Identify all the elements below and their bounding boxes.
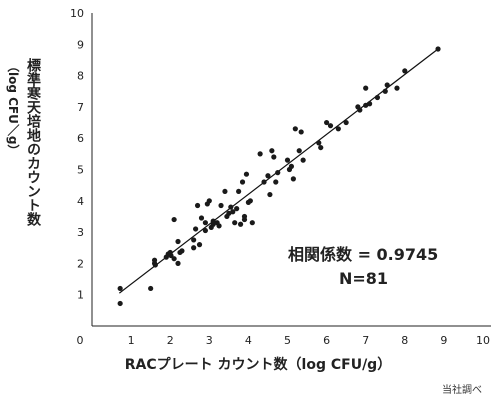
- n-annotation: N=81: [339, 269, 388, 288]
- data-point: [194, 202, 201, 209]
- x-tick-label: 4: [245, 334, 252, 347]
- data-point: [257, 151, 263, 157]
- x-tick-label: 0: [77, 334, 84, 347]
- data-point: [288, 163, 295, 169]
- y-tick-label: 9: [77, 38, 84, 51]
- x-tick-label: 3: [206, 334, 213, 347]
- data-point: [363, 85, 369, 91]
- data-point: [374, 94, 381, 101]
- data-point: [218, 202, 224, 209]
- x-tick-labels: 0 1 2 3 4 5 6 7 8 9 10: [77, 334, 491, 347]
- data-point: [206, 198, 212, 204]
- data-point: [152, 262, 158, 268]
- data-point: [179, 248, 185, 254]
- data-point: [435, 46, 441, 52]
- data-point: [284, 157, 291, 163]
- data-point: [269, 148, 275, 154]
- y-tick-label: 6: [77, 132, 84, 145]
- data-point: [367, 101, 373, 107]
- y-tick-labels: 1 2 3 4 5 6 7 8 9 10: [70, 7, 84, 302]
- data-point: [335, 126, 341, 132]
- data-point: [222, 188, 228, 195]
- x-tick-label: 7: [362, 334, 369, 347]
- data-point: [216, 223, 222, 229]
- x-tick-label: 5: [284, 334, 291, 347]
- data-point: [171, 256, 177, 262]
- data-point: [267, 191, 273, 198]
- data-point: [234, 206, 240, 212]
- data-point: [324, 119, 330, 126]
- data-point: [275, 170, 281, 176]
- data-point: [394, 85, 400, 91]
- x-tick-label: 1: [128, 334, 135, 347]
- data-point: [232, 220, 238, 226]
- data-point: [191, 245, 197, 251]
- x-tick-label: 10: [476, 334, 490, 347]
- y-axis-label-main: 標準寒天培地のカウント数: [25, 57, 41, 227]
- y-tick-label: 3: [77, 226, 84, 239]
- data-point: [296, 148, 302, 154]
- data-point: [236, 188, 242, 195]
- axes: [91, 13, 491, 327]
- data-point: [171, 216, 177, 223]
- data-point: [261, 179, 267, 185]
- data-point: [300, 157, 306, 163]
- data-point: [148, 285, 154, 292]
- data-point: [327, 123, 334, 129]
- data-point: [226, 210, 232, 216]
- y-tick-label: 2: [77, 257, 84, 270]
- data-point: [382, 88, 388, 94]
- data-point: [202, 220, 208, 226]
- data-point: [193, 226, 199, 232]
- y-tick-label: 4: [77, 195, 84, 208]
- data-points: [117, 46, 441, 307]
- x-tick-label: 9: [440, 334, 447, 347]
- data-point: [249, 220, 255, 226]
- y-tick-label: 10: [70, 7, 84, 20]
- data-point: [298, 129, 304, 135]
- x-axis-label: RACプレート カウント数（log CFU/g）: [125, 356, 391, 373]
- data-point: [316, 140, 322, 146]
- data-point: [271, 154, 277, 160]
- x-tick-label: 8: [401, 334, 408, 347]
- data-point: [196, 242, 203, 248]
- data-point: [343, 119, 349, 126]
- data-point: [265, 173, 271, 179]
- data-point: [117, 285, 123, 292]
- data-point: [175, 238, 181, 245]
- y-axis-label-unit: （log CFU／g）: [6, 60, 20, 156]
- data-point: [273, 179, 279, 185]
- x-tick-label: 6: [323, 334, 330, 347]
- y-tick-label: 1: [77, 289, 84, 302]
- x-tick-label: 2: [167, 334, 174, 347]
- data-point: [243, 171, 250, 177]
- data-point: [363, 102, 369, 108]
- y-tick-label: 5: [77, 164, 84, 177]
- data-point: [357, 107, 363, 113]
- data-point: [175, 260, 181, 266]
- data-point: [237, 221, 244, 227]
- correlation-annotation: 相関係数 = 0.9745: [288, 245, 438, 264]
- data-point: [230, 209, 236, 215]
- data-point: [402, 68, 408, 74]
- data-point: [247, 198, 253, 204]
- data-point: [228, 204, 234, 210]
- source-note: 当社調べ: [442, 383, 482, 396]
- data-point: [210, 218, 216, 224]
- y-tick-label: 7: [77, 101, 84, 114]
- data-point: [241, 213, 248, 220]
- data-point: [198, 215, 205, 221]
- data-point: [191, 237, 197, 243]
- data-point: [292, 126, 298, 132]
- data-point: [239, 179, 246, 185]
- data-point: [202, 227, 208, 234]
- y-tick-label: 8: [77, 70, 84, 83]
- data-point: [290, 176, 296, 182]
- data-point: [318, 144, 324, 151]
- data-point: [384, 82, 390, 88]
- data-point: [117, 300, 123, 307]
